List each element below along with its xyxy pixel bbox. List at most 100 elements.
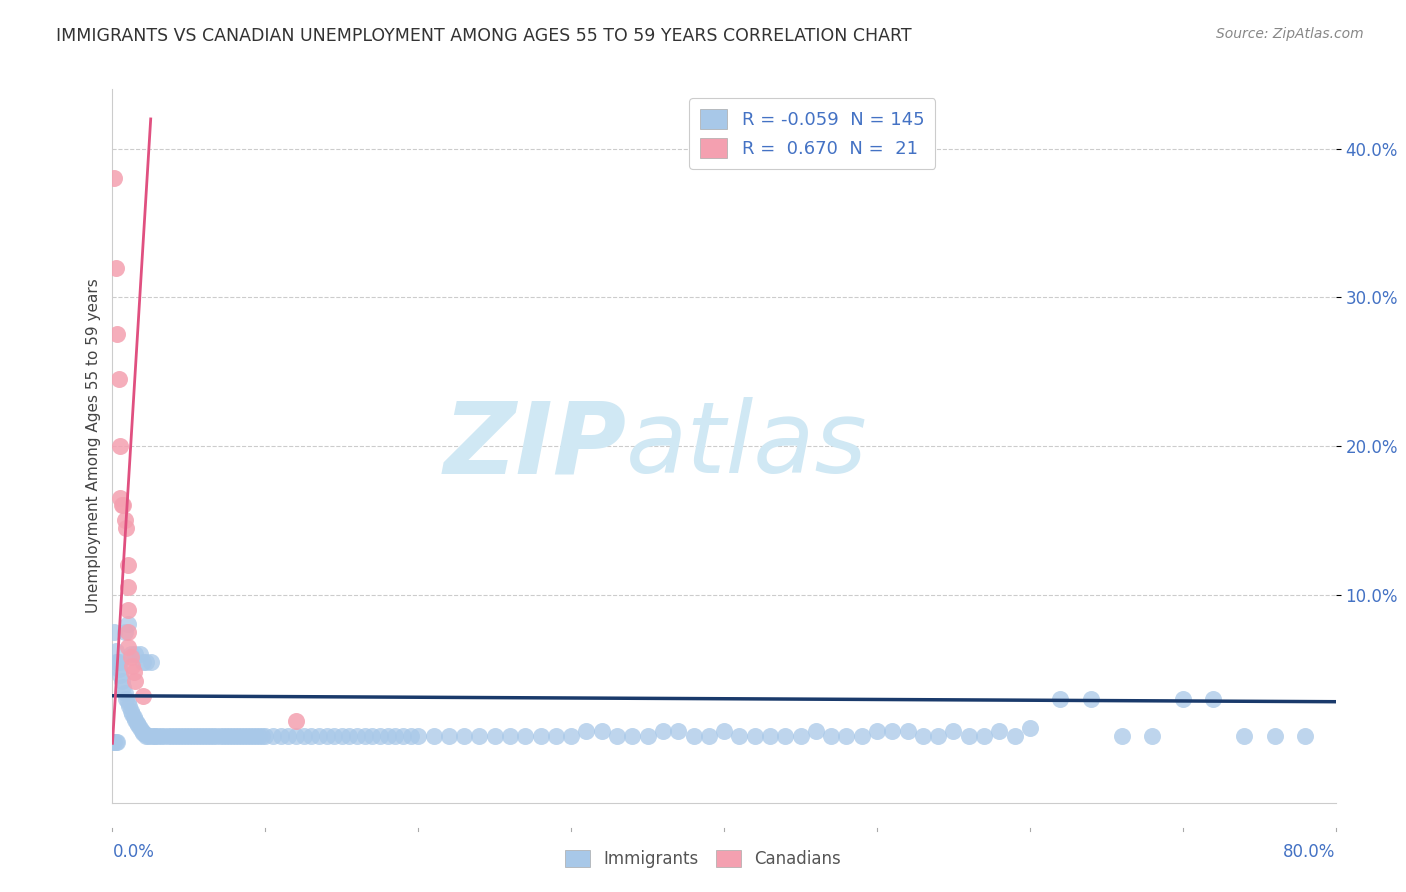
Point bbox=[174, 729, 197, 743]
Point bbox=[105, 655, 128, 669]
Point bbox=[121, 659, 143, 673]
Point bbox=[408, 729, 430, 743]
Point bbox=[153, 729, 176, 743]
Point bbox=[284, 729, 308, 743]
Point bbox=[308, 729, 330, 743]
Point bbox=[1018, 722, 1040, 736]
Point bbox=[229, 729, 252, 743]
Point bbox=[117, 617, 139, 632]
Point bbox=[1202, 691, 1225, 706]
Text: IMMIGRANTS VS CANADIAN UNEMPLOYMENT AMONG AGES 55 TO 59 YEARS CORRELATION CHART: IMMIGRANTS VS CANADIAN UNEMPLOYMENT AMON… bbox=[56, 27, 912, 45]
Point bbox=[136, 729, 159, 743]
Point bbox=[114, 624, 136, 639]
Point bbox=[214, 729, 236, 743]
Point bbox=[353, 729, 375, 743]
Point bbox=[112, 499, 135, 513]
Point bbox=[368, 729, 391, 743]
Point bbox=[131, 724, 153, 739]
Point bbox=[129, 647, 152, 661]
Point bbox=[103, 171, 125, 186]
Text: 0.0%: 0.0% bbox=[112, 843, 155, 861]
Point bbox=[1142, 729, 1164, 743]
Point bbox=[254, 729, 277, 743]
Point bbox=[104, 655, 127, 669]
Point bbox=[122, 665, 145, 679]
Point bbox=[299, 729, 322, 743]
Text: ZIP: ZIP bbox=[443, 398, 626, 494]
Point bbox=[169, 729, 191, 743]
Point bbox=[1233, 729, 1256, 743]
Point bbox=[120, 650, 142, 665]
Point bbox=[132, 726, 155, 740]
Point bbox=[252, 729, 274, 743]
Point bbox=[114, 686, 136, 700]
Point bbox=[866, 724, 889, 739]
Point bbox=[103, 735, 125, 749]
Point bbox=[713, 724, 735, 739]
Point bbox=[882, 724, 904, 739]
Text: atlas: atlas bbox=[626, 398, 868, 494]
Point bbox=[226, 729, 249, 743]
Point bbox=[124, 647, 146, 661]
Point bbox=[195, 729, 218, 743]
Point bbox=[1294, 729, 1316, 743]
Point bbox=[575, 724, 598, 739]
Point bbox=[262, 729, 284, 743]
Point bbox=[163, 729, 186, 743]
Point bbox=[789, 729, 811, 743]
Point bbox=[728, 729, 751, 743]
Point bbox=[205, 729, 228, 743]
Point bbox=[1080, 691, 1102, 706]
Point bbox=[384, 729, 406, 743]
Point bbox=[108, 655, 131, 669]
Point bbox=[142, 729, 165, 743]
Point bbox=[159, 729, 181, 743]
Point bbox=[120, 704, 142, 718]
Point bbox=[330, 729, 353, 743]
Point bbox=[284, 714, 308, 728]
Point bbox=[104, 260, 127, 275]
Point bbox=[544, 729, 567, 743]
Point bbox=[150, 729, 173, 743]
Legend: Immigrants, Canadians: Immigrants, Canadians bbox=[558, 843, 848, 875]
Legend: R = -0.059  N = 145, R =  0.670  N =  21: R = -0.059 N = 145, R = 0.670 N = 21 bbox=[689, 98, 935, 169]
Point bbox=[315, 729, 337, 743]
Point bbox=[156, 729, 179, 743]
Point bbox=[117, 695, 139, 709]
Point bbox=[107, 372, 129, 386]
Point bbox=[202, 729, 225, 743]
Point bbox=[117, 580, 139, 594]
Point bbox=[346, 729, 368, 743]
Point bbox=[218, 729, 240, 743]
Point bbox=[134, 727, 156, 741]
Point bbox=[530, 729, 553, 743]
Point bbox=[221, 729, 243, 743]
Point bbox=[666, 724, 689, 739]
Point bbox=[422, 729, 444, 743]
Point bbox=[108, 668, 131, 682]
Point bbox=[143, 729, 166, 743]
Point bbox=[124, 713, 146, 727]
Point bbox=[118, 699, 141, 714]
Point bbox=[104, 644, 127, 658]
Point bbox=[124, 673, 146, 688]
Point bbox=[108, 439, 131, 453]
Point bbox=[111, 499, 134, 513]
Point bbox=[114, 513, 136, 527]
Point bbox=[125, 715, 148, 730]
Point bbox=[177, 729, 200, 743]
Point bbox=[139, 729, 162, 743]
Point bbox=[1171, 691, 1194, 706]
Point bbox=[193, 729, 215, 743]
Point bbox=[139, 655, 162, 669]
Point bbox=[117, 602, 139, 616]
Point bbox=[804, 724, 827, 739]
Point bbox=[652, 724, 675, 739]
Point bbox=[172, 729, 194, 743]
Point bbox=[484, 729, 506, 743]
Point bbox=[111, 673, 134, 688]
Point bbox=[135, 729, 157, 743]
Point bbox=[166, 729, 188, 743]
Point bbox=[112, 680, 135, 694]
Point bbox=[105, 735, 128, 749]
